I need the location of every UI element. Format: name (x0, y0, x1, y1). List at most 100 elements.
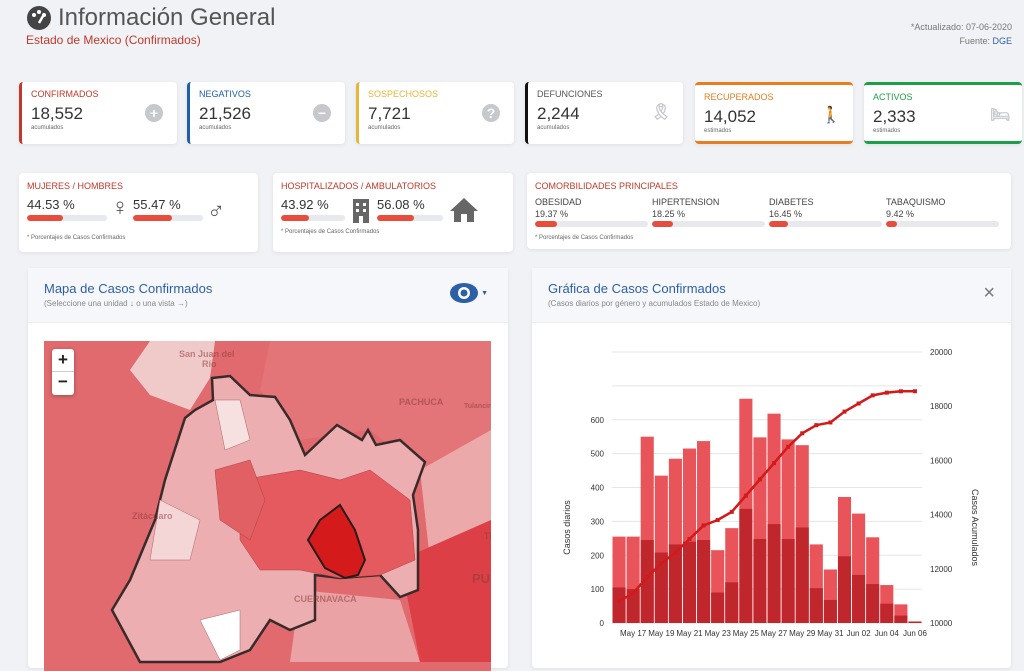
updated-date: *Actualizado: 07-06-2020 (910, 22, 1012, 32)
bed-icon: 🛏 (990, 107, 1011, 124)
comorb-name: TABAQUISMO (886, 197, 946, 207)
map-place-label: PUE (472, 571, 491, 586)
x-tick-label: Jun 02 (847, 629, 872, 638)
bar-segment-dark (739, 508, 753, 623)
close-button[interactable]: × (983, 282, 995, 304)
comorbidity-item: TABAQUISMO 9.42 % (886, 197, 999, 227)
stat-card-sospechosos[interactable]: SOSPECHOSOS 7,721 acumulados ? (356, 82, 514, 144)
comorbidities-card: COMORBILIDADES PRINCIPALES OBESIDAD 19.3… (527, 173, 1011, 249)
comorb-bar (886, 221, 999, 227)
stat-label: ACTIVOS (873, 92, 913, 102)
x-tick-label: May 29 (789, 629, 816, 638)
cumulative-point (757, 477, 762, 482)
y-tick-label: 500 (591, 450, 605, 459)
zoom-in-button[interactable]: + (52, 349, 74, 372)
chart-header: Gráfica de Casos Confirmados (Casos diar… (532, 268, 1011, 323)
y2-tick-label: 18000 (930, 402, 953, 411)
chart-title: Gráfica de Casos Confirmados (548, 281, 726, 296)
map-place-label: Tlaxca (484, 531, 491, 541)
amb-pct: 56.08 % (377, 197, 425, 212)
comorb-bar (535, 221, 648, 227)
stat-value: 2,333 (873, 107, 916, 126)
stat-card-confirmados[interactable]: CONFIRMADOS 18,552 acumulados + (19, 82, 177, 144)
y-tick-label: 300 (591, 517, 605, 526)
view-selector[interactable]: ▼ (449, 282, 488, 304)
bar-segment-dark (753, 538, 767, 623)
comorb-value: 19.37 % (535, 209, 569, 219)
cumulative-point (842, 409, 847, 414)
cumulative-point (701, 523, 706, 528)
hosp-label: HOSPITALIZADOS / AMBULATORIOS (281, 181, 437, 191)
hosp-bar (281, 215, 345, 221)
stat-value: 2,244 (537, 104, 580, 123)
stat-sub: acumulados (537, 125, 570, 131)
stat-label: DEFUNCIONES (537, 89, 603, 99)
y-tick-label: 600 (591, 416, 605, 425)
map-panel: Mapa de Casos Confirmados (Seleccione un… (28, 268, 508, 671)
x-tick-label: May 25 (733, 629, 760, 638)
stat-card-recuperados[interactable]: RECUPERADOS 14,052 estimados 🚶 (695, 82, 853, 144)
bar-segment-dark (908, 621, 922, 623)
y2-tick-label: 14000 (930, 511, 953, 520)
stat-label: NEGATIVOS (199, 89, 251, 99)
bar-segment-dark (894, 615, 908, 623)
minus-circle-icon: − (313, 104, 331, 122)
stat-sub: acumulados (31, 125, 64, 131)
hosp-note: * Porcentajes de Casos Confirmados (281, 229, 380, 235)
cumulative-point (617, 599, 622, 604)
men-bar (133, 215, 203, 221)
bar-segment-dark (640, 540, 654, 623)
map-place-label: PACHUCA (399, 397, 444, 407)
walking-icon: 🚶 (821, 107, 841, 124)
source-link[interactable]: DGE (992, 36, 1012, 46)
y2-tick-label: 12000 (930, 565, 953, 574)
map-header: Mapa de Casos Confirmados (Seleccione un… (28, 268, 508, 323)
cumulative-point (786, 444, 791, 449)
gender-note: * Porcentajes de Casos Confirmados (27, 235, 126, 241)
bar-segment-dark (809, 588, 823, 623)
cumulative-point (870, 393, 875, 398)
cumulative-point (743, 493, 748, 498)
cumulative-line (618, 389, 915, 603)
stat-value: 7,721 (368, 104, 411, 123)
bar-segment-dark (612, 587, 626, 623)
source-label: Fuente: (959, 36, 990, 46)
stat-sub: acumulados (199, 125, 232, 131)
x-tick-label: May 19 (648, 629, 675, 638)
comorb-name: HIPERTENSION (652, 197, 720, 207)
y2-tick-label: 10000 (930, 619, 953, 628)
cumulative-point (645, 574, 650, 579)
y2-tick-label: 20000 (930, 348, 953, 357)
bar-segment-dark (767, 524, 781, 623)
bar-segment-dark (837, 556, 852, 623)
map-subtitle: (Seleccione una unidad ↓ o una vista →) (44, 299, 188, 308)
bar-segment-dark (781, 538, 795, 623)
map-place-label: CUERNAVACA (294, 594, 357, 604)
choropleth-map[interactable] (44, 341, 491, 671)
map-title: Mapa de Casos Confirmados (44, 281, 213, 296)
comorb-name: DIABETES (769, 197, 814, 207)
y-tick-label: 100 (591, 585, 605, 594)
stat-sub: estimados (704, 128, 732, 134)
hospital-icon (353, 199, 369, 223)
x-tick-label: Jun 04 (875, 629, 900, 638)
page-title: Información General (26, 4, 275, 32)
bar-segment-dark (823, 599, 837, 623)
women-pct: 44.53 % (27, 197, 75, 212)
cumulative-point (898, 389, 903, 394)
women-bar (27, 215, 107, 221)
zoom-control: + − (52, 349, 74, 395)
comorbidity-item: DIABETES 16.45 % (769, 197, 882, 227)
stat-card-negativos[interactable]: NEGATIVOS 21,526 acumulados − (187, 82, 345, 144)
hosp-pct: 43.92 % (281, 197, 329, 212)
comorbidity-item: OBESIDAD 19.37 % (535, 197, 648, 227)
update-info: *Actualizado: 07-06-2020 Fuente: DGE (911, 20, 1012, 48)
cumulative-point (884, 390, 889, 395)
cumulative-point (673, 550, 678, 555)
comorb-name: OBESIDAD (535, 197, 582, 207)
comorb-note: * Porcentajes de Casos Confirmados (535, 235, 634, 241)
stat-card-activos[interactable]: ACTIVOS 2,333 estimados 🛏 (864, 82, 1022, 144)
stat-card-defunciones[interactable]: DEFUNCIONES 2,244 acumulados 🎗 (525, 82, 683, 144)
zoom-out-button[interactable]: − (58, 372, 68, 391)
